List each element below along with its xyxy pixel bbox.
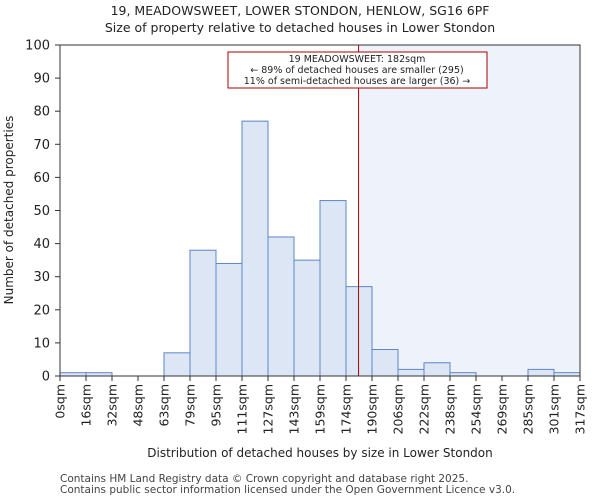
x-tick-label: 111sqm — [235, 384, 250, 434]
y-tick-label: 90 — [33, 72, 50, 87]
annotation-line-2: ← 89% of detached houses are smaller (29… — [250, 65, 463, 76]
x-tick-label: 143sqm — [287, 384, 302, 434]
footer-line-2: Contains public sector information licen… — [60, 484, 516, 496]
bar-95sqm — [215, 262, 243, 377]
x-tick-label: 206sqm — [391, 384, 406, 434]
highlight-region — [358, 45, 580, 376]
y-tick-label: 60 — [33, 171, 50, 186]
bar-222sqm — [423, 362, 451, 377]
y-tick-label: 20 — [33, 303, 50, 318]
annotation-line-1: 19 MEADOWSWEET: 182sqm — [289, 54, 426, 65]
x-axis-label: Distribution of detached houses by size … — [147, 446, 493, 460]
x-tick-label: 32sqm — [105, 384, 120, 427]
x-tick-label: 48sqm — [131, 384, 146, 427]
x-tick-label: 254sqm — [469, 384, 484, 434]
y-tick-label: 70 — [33, 138, 50, 153]
footer-line-1: Contains HM Land Registry data © Crown c… — [60, 473, 469, 485]
annotation-box — [227, 51, 488, 89]
y-tick-label: 80 — [33, 105, 50, 120]
bar-127sqm — [267, 236, 295, 377]
y-tick-label: 30 — [33, 270, 50, 285]
x-tick-label: 269sqm — [495, 384, 510, 434]
x-tick-label: 222sqm — [417, 384, 432, 434]
annotation-line-3: 11% of semi-detached houses are larger (… — [244, 76, 471, 87]
y-axis-label: Number of detached properties — [2, 116, 16, 305]
y-tick-label: 10 — [33, 336, 50, 351]
x-tick-label: 190sqm — [365, 384, 380, 434]
bar-206sqm — [397, 368, 425, 377]
x-tick-label: 79sqm — [183, 384, 198, 427]
x-tick-label: 63sqm — [157, 384, 172, 427]
y-tick-label: 100 — [25, 39, 50, 54]
bar-143sqm — [293, 259, 321, 377]
x-tick-label: 285sqm — [521, 384, 536, 434]
x-tick-label: 174sqm — [339, 384, 354, 434]
x-tick-label: 16sqm — [79, 384, 94, 427]
y-tick-label: 40 — [33, 237, 50, 252]
bar-79sqm — [189, 249, 217, 377]
x-tick-label: 0sqm — [53, 384, 68, 419]
bar-159sqm — [319, 200, 347, 377]
x-tick-label: 95sqm — [209, 384, 224, 427]
x-tick-label: 238sqm — [443, 384, 458, 434]
x-tick-label: 317sqm — [573, 384, 588, 434]
x-tick-label: 301sqm — [547, 384, 562, 434]
x-tick-label: 127sqm — [261, 384, 276, 434]
chart-title: 19, MEADOWSWEET, LOWER STONDON, HENLOW, … — [110, 3, 490, 18]
bar-285sqm — [527, 368, 555, 377]
bar-111sqm — [241, 120, 269, 377]
y-tick-label: 50 — [33, 204, 50, 219]
bar-63sqm — [163, 352, 191, 377]
x-tick-label: 159sqm — [313, 384, 328, 434]
chart-subtitle: Size of property relative to detached ho… — [104, 20, 496, 35]
bar-190sqm — [371, 349, 399, 377]
y-tick-label: 0 — [42, 370, 50, 385]
